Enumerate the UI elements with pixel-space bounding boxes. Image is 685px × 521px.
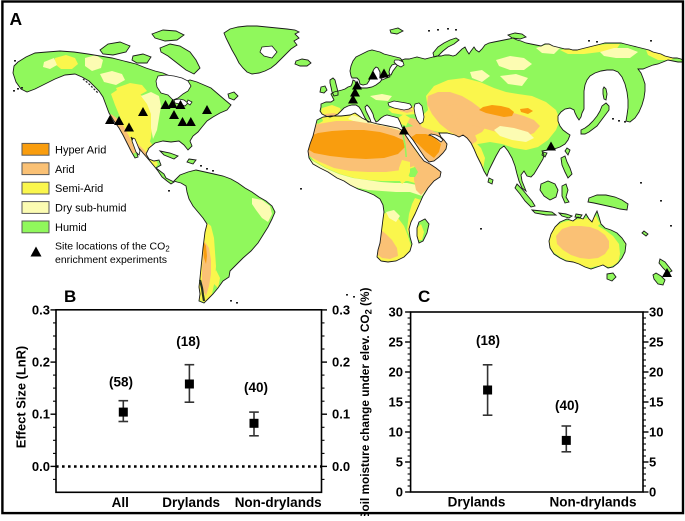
svg-text:0.3: 0.3 [332,302,350,317]
svg-text:0.0: 0.0 [332,459,350,474]
svg-text:20: 20 [649,365,663,380]
svg-text:20: 20 [389,365,403,380]
svg-text:30: 30 [649,305,663,320]
svg-text:25: 25 [389,335,403,350]
svg-text:0.0: 0.0 [32,459,50,474]
svg-text:0.1: 0.1 [332,407,350,422]
svg-text:Drylands: Drylands [162,495,220,510]
svg-text:30: 30 [389,305,403,320]
svg-text:(58): (58) [109,375,133,390]
svg-text:C: C [418,287,430,306]
svg-text:Dry sub-humid: Dry sub-humid [55,203,127,215]
svg-text:Non-drylands: Non-drylands [549,495,636,510]
svg-text:Soil moisture change under ele: Soil moisture change under elev. CO2 (%) [358,288,374,516]
svg-text:(18): (18) [176,334,200,349]
svg-text:15: 15 [649,395,663,410]
svg-text:Humid: Humid [55,222,87,234]
svg-text:0.2: 0.2 [32,355,50,370]
svg-text:(40): (40) [555,398,579,413]
svg-text:0: 0 [396,485,403,500]
svg-text:All: All [112,495,129,510]
svg-text:Site locations of the CO2: Site locations of the CO2 [55,240,170,253]
svg-text:B: B [64,287,76,306]
svg-text:Drylands: Drylands [448,495,506,510]
svg-text:5: 5 [396,455,403,470]
svg-text:Semi-Arid: Semi-Arid [55,183,103,195]
svg-text:(40): (40) [244,380,268,395]
svg-text:enrichment experiments: enrichment experiments [55,254,167,266]
svg-text:0.2: 0.2 [332,355,350,370]
svg-text:Hyper Arid: Hyper Arid [55,144,106,156]
svg-text:0.3: 0.3 [32,302,50,317]
svg-text:Arid: Arid [55,164,75,176]
svg-text:0: 0 [649,485,656,500]
svg-text:(18): (18) [476,333,500,348]
svg-text:10: 10 [649,425,663,440]
svg-text:Effect Size (LnR): Effect Size (LnR) [14,346,29,448]
svg-text:A: A [10,9,23,29]
svg-text:25: 25 [649,335,663,350]
svg-text:Non-drylands: Non-drylands [235,495,322,510]
svg-text:15: 15 [389,395,403,410]
svg-text:0.1: 0.1 [32,407,50,422]
svg-text:5: 5 [649,455,656,470]
svg-text:10: 10 [389,425,403,440]
